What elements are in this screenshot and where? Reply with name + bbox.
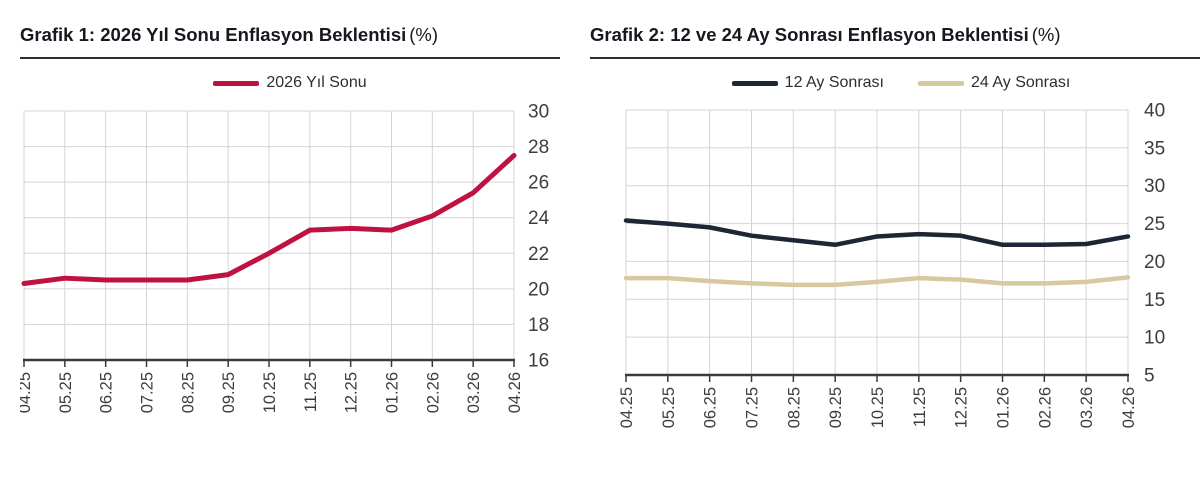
x-axis-label: 07.25: [744, 387, 762, 428]
legend-label: 12 Ay Sonrası: [784, 74, 884, 92]
x-axis-label: 04.25: [618, 387, 636, 428]
line-chart-grafik-2: 5 10 15 20 25 30 35 40 04.25 05.25 06.25 07.25 08.25…: [618, 101, 1165, 429]
title-divider: [590, 57, 1200, 60]
x-axis-label: 02.26: [424, 372, 442, 413]
chart-title-unit: (%): [409, 24, 439, 45]
x-axis-label: 05.25: [57, 372, 75, 413]
x-axis-label: 04.26: [1120, 387, 1138, 428]
report-page: Grafik 1: 2026 Yıl Sonu Enflasyon Beklen…: [20, 24, 1200, 469]
chart-panel-grafik-1: Grafik 1: 2026 Yıl Sonu Enflasyon Beklen…: [20, 24, 560, 469]
chart-panel-grafik-2: Grafik 2: 12 ve 24 Ay Sonrası Enflasyon …: [590, 24, 1200, 469]
series-line-1: [623, 275, 1131, 288]
x-axis-label: 03.26: [465, 372, 483, 413]
x-axis-label: 05.25: [660, 387, 678, 428]
legend-line-swatch: [213, 81, 260, 86]
x-axis-label: 12.25: [953, 387, 971, 428]
legend-line-swatch: [731, 81, 778, 86]
y-axis-label: 20: [1144, 252, 1165, 273]
x-axis-label: 08.25: [179, 372, 197, 413]
legend-item-24-ay-sonrasi: 24 Ay Sonrası: [918, 74, 1070, 92]
x-axis-label: 09.25: [220, 372, 238, 413]
line-chart-grafik-1: 16 18 20 22 24 26 28 30 04.25 05.25 06.25 07.25 08.2…: [20, 102, 550, 414]
x-axis-label: 07.25: [139, 372, 157, 413]
x-axis-label: 02.26: [1036, 387, 1054, 428]
y-axis-label: 5: [1144, 366, 1155, 387]
legend-grafik-1: 2026 Yıl Sonu: [20, 72, 560, 94]
chart-title-unit: (%): [1031, 24, 1061, 45]
x-axis-label: 11.25: [911, 387, 929, 427]
y-axis-label: 22: [528, 244, 549, 265]
legend-label: 24 Ay Sonrası: [971, 74, 1071, 92]
y-axis-label: 35: [1144, 139, 1165, 160]
y-axis-label: 20: [528, 280, 549, 301]
title-divider: [20, 57, 560, 60]
x-axis-label: 04.25: [20, 372, 34, 413]
x-axis-label: 01.26: [384, 372, 402, 413]
x-axis-label: 09.25: [827, 387, 845, 428]
series-line-0: [623, 218, 1131, 248]
y-axis-label: 16: [528, 351, 549, 372]
x-axis-label: 06.25: [98, 372, 116, 413]
legend-item-2026-yil-sonu: 2026 Yıl Sonu: [213, 74, 367, 92]
y-axis-label: 18: [528, 315, 549, 336]
chart-title-text: Grafik 1: 2026 Yıl Sonu Enflasyon Beklen…: [20, 24, 407, 45]
chart-title-grafik-1: Grafik 1: 2026 Yıl Sonu Enflasyon Beklen…: [20, 24, 560, 45]
legend-label: 2026 Yıl Sonu: [266, 74, 367, 92]
y-axis-label: 15: [1144, 290, 1165, 311]
x-axis-label: 10.25: [261, 372, 279, 413]
chart-title-grafik-2: Grafik 2: 12 ve 24 Ay Sonrası Enflasyon …: [590, 24, 1200, 45]
x-axis-label: 03.26: [1078, 387, 1096, 428]
y-axis-label: 10: [1144, 328, 1165, 349]
x-axis-label: 10.25: [869, 387, 887, 428]
y-axis-label: 25: [1144, 214, 1165, 235]
x-axis-label: 01.26: [995, 387, 1013, 428]
y-axis-label: 28: [528, 137, 549, 158]
x-axis-label: 06.25: [702, 387, 720, 428]
y-axis-label: 30: [1144, 176, 1165, 197]
legend-line-swatch: [918, 81, 964, 86]
chart-title-text: Grafik 2: 12 ve 24 Ay Sonrası Enflasyon …: [590, 24, 1029, 45]
y-axis-label: 40: [1144, 101, 1165, 122]
x-axis-label: 12.25: [343, 372, 361, 413]
x-axis-label: 04.26: [506, 372, 524, 413]
legend-grafik-2: 12 Ay Sonrası 24 Ay Sonrası: [590, 72, 1200, 94]
y-axis-label: 26: [528, 173, 549, 194]
y-axis-label: 24: [528, 208, 550, 229]
legend-item-12-ay-sonrasi: 12 Ay Sonrası: [731, 74, 884, 92]
series-line-0: [21, 153, 517, 287]
x-axis-label: 11.25: [302, 372, 320, 412]
y-axis-label: 30: [528, 102, 549, 123]
x-axis-label: 08.25: [785, 387, 803, 428]
